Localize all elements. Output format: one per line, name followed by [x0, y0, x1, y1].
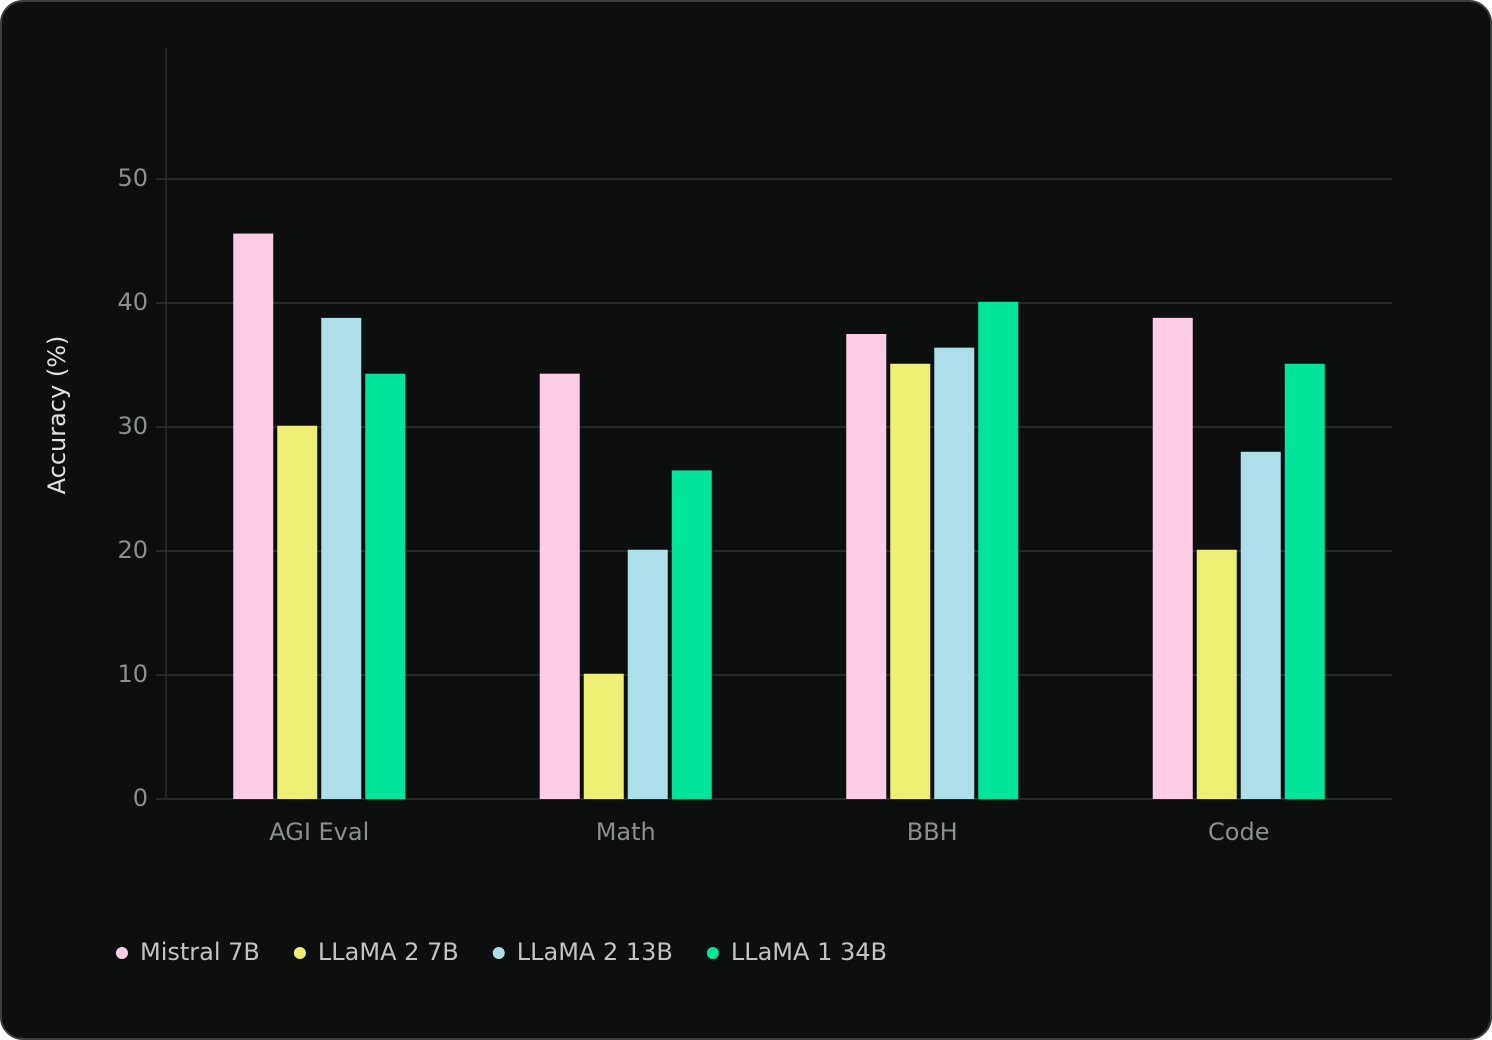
bar	[1152, 317, 1193, 799]
x-tick-label: Code	[1208, 818, 1269, 846]
bar	[1196, 549, 1237, 799]
legend-marker	[293, 947, 306, 959]
bar	[934, 347, 975, 799]
legend-label: LLaMA 2 13B	[517, 938, 673, 966]
bar	[233, 233, 274, 799]
bar	[539, 373, 580, 799]
y-tick-label: 10	[117, 660, 148, 688]
legend-marker	[492, 947, 505, 959]
bar	[365, 373, 406, 799]
y-axis-label: Accuracy (%)	[43, 336, 71, 495]
x-tick-label: Math	[596, 818, 656, 846]
y-tick-label: 0	[133, 784, 148, 812]
bar	[1240, 451, 1281, 799]
legend-label: LLaMA 1 34B	[731, 938, 887, 966]
y-tick-label: 20	[117, 536, 148, 564]
bar	[890, 363, 931, 799]
legend-label: LLaMA 2 7B	[318, 938, 459, 966]
x-tick-label: AGI Eval	[269, 818, 369, 846]
y-tick-label: 30	[117, 412, 148, 440]
legend-marker	[116, 947, 128, 959]
legend-label: Mistral 7B	[140, 938, 260, 966]
y-tick-label: 50	[117, 164, 148, 192]
bar	[277, 425, 318, 799]
bar	[627, 549, 668, 799]
legend-marker	[706, 947, 719, 959]
bar	[846, 334, 887, 799]
bar	[978, 301, 1019, 799]
x-tick-label: BBH	[907, 818, 958, 846]
bar	[671, 470, 712, 799]
y-tick-label: 40	[117, 288, 148, 316]
bar	[583, 673, 624, 799]
bar	[321, 317, 362, 799]
bar	[1284, 363, 1325, 799]
